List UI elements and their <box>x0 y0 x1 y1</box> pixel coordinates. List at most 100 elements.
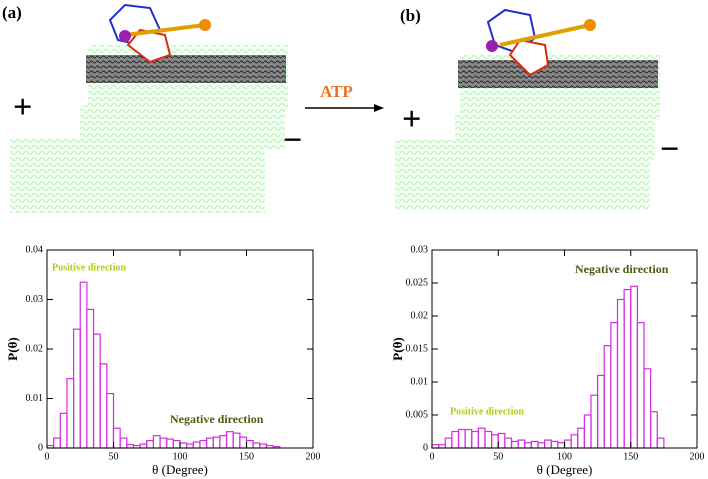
x-tick-label: 150 <box>623 451 638 462</box>
y-tick-label: 0.02 <box>411 310 429 321</box>
minus-sign: − <box>660 131 679 168</box>
plus-sign: + <box>402 101 421 138</box>
x-tick-label: 0 <box>45 451 50 462</box>
y-tick-label: 0 <box>38 442 43 453</box>
bar <box>477 427 486 449</box>
bar <box>530 440 539 449</box>
bar <box>239 436 248 449</box>
x-tick-label: 50 <box>493 451 503 462</box>
bar <box>464 428 473 449</box>
bar <box>457 428 466 449</box>
bar <box>504 437 513 449</box>
bar <box>79 281 88 449</box>
x-tick-label: 200 <box>690 451 705 462</box>
x-tick-label: 50 <box>109 451 119 462</box>
bar <box>577 427 585 449</box>
bar <box>219 435 228 449</box>
bar <box>106 392 115 449</box>
y-tick-label: 0.015 <box>406 343 429 354</box>
minus-sign: − <box>283 122 302 159</box>
bar <box>497 432 506 449</box>
panel-label: (a) <box>2 3 22 22</box>
bar <box>212 436 221 449</box>
bar <box>72 328 81 449</box>
bar <box>139 443 148 449</box>
plus-sign: + <box>13 89 32 126</box>
bar <box>99 363 108 449</box>
arrow-label: ATP <box>320 82 353 101</box>
panel-label: (b) <box>400 6 421 25</box>
x-tick-label: 100 <box>173 451 188 462</box>
x-tick-label: 150 <box>239 451 254 462</box>
bar <box>126 443 135 449</box>
bar <box>179 442 188 449</box>
bar <box>517 439 526 449</box>
x-tick-label: 0 <box>430 451 435 462</box>
y-axis-label: P(θ) <box>5 337 20 360</box>
bar <box>643 368 652 449</box>
bar <box>252 442 261 449</box>
bar <box>199 439 208 449</box>
annotation: Negative direction <box>575 262 669 276</box>
bar <box>172 439 181 449</box>
bar <box>92 333 101 449</box>
bar <box>510 440 519 449</box>
x-axis-label: θ (Degree) <box>152 462 208 477</box>
bar <box>570 434 579 449</box>
bar <box>206 437 214 449</box>
bar <box>583 414 592 449</box>
bar <box>623 289 632 449</box>
bar <box>537 442 546 449</box>
bar <box>630 285 638 449</box>
bar <box>557 442 566 449</box>
bar <box>636 322 645 449</box>
bar <box>225 431 234 449</box>
bar <box>152 435 161 449</box>
bar <box>232 432 241 449</box>
bar <box>550 440 559 449</box>
y-tick-label: 0.01 <box>26 393 44 404</box>
y-tick-label: 0.01 <box>411 376 429 387</box>
bar <box>656 437 665 449</box>
bar <box>590 394 599 449</box>
y-tick-label: 0.005 <box>406 409 429 420</box>
bar <box>66 378 75 449</box>
bar <box>616 298 625 449</box>
bar <box>597 374 605 449</box>
bar <box>444 437 453 449</box>
bar <box>491 434 499 449</box>
bar <box>563 439 572 449</box>
y-tick-label: 0.04 <box>26 244 44 255</box>
y-tick-label: 0 <box>423 442 428 453</box>
bar <box>186 443 194 449</box>
bar <box>544 439 552 449</box>
bar <box>192 441 201 449</box>
bar <box>259 443 268 449</box>
bar <box>650 411 658 449</box>
bar <box>484 430 493 449</box>
y-tick-label: 0.03 <box>411 244 429 255</box>
microtubule-a <box>10 3 288 213</box>
bar <box>159 437 168 449</box>
bar <box>59 412 68 449</box>
microtubule-b <box>395 8 660 210</box>
y-tick-label: 0.02 <box>26 343 44 354</box>
y-tick-label: 0.03 <box>26 294 44 305</box>
bar <box>610 322 619 449</box>
annotation: Negative direction <box>170 412 264 426</box>
bar <box>166 438 174 449</box>
annotation: Positive direction <box>450 406 524 417</box>
x-axis-label: θ (Degree) <box>537 462 593 477</box>
bar <box>524 442 532 449</box>
bar <box>146 439 155 449</box>
annotation: Positive direction <box>52 262 126 273</box>
y-axis-label: P(θ) <box>390 337 405 360</box>
x-tick-label: 200 <box>306 451 321 462</box>
y-tick-label: 0.025 <box>406 277 429 288</box>
bar <box>451 430 460 449</box>
bar <box>86 308 95 449</box>
bar <box>53 437 61 449</box>
arrow-head <box>374 104 384 112</box>
x-tick-label: 100 <box>557 451 572 462</box>
